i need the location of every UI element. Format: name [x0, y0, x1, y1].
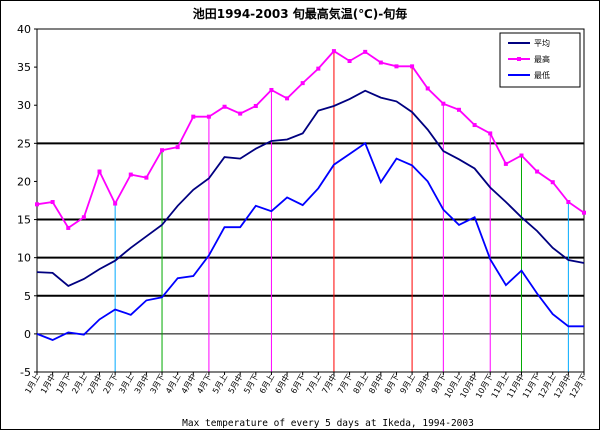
y-tick-5: 5 [24, 290, 31, 303]
series-line-3 [36, 141, 584, 341]
series-point-2-32 [519, 153, 524, 158]
series-point-2-5 [97, 169, 102, 174]
series-point-2-21 [347, 59, 352, 64]
grid-layer [37, 142, 584, 335]
series-point-2-12 [206, 114, 211, 119]
series-point-2-15 [253, 103, 258, 108]
series-point-2-30 [488, 131, 493, 136]
series-point-2-14 [238, 111, 243, 116]
series-point-2-29 [472, 123, 477, 128]
series-point-2-1 [35, 202, 39, 207]
series-point-2-35 [566, 200, 571, 205]
series-point-2-22 [363, 49, 368, 54]
y-tick-10: 10 [17, 252, 31, 265]
series-line-2 [36, 49, 585, 230]
series-point-2-9 [160, 148, 165, 153]
y-tick-40: 40 [17, 23, 31, 36]
series-point-2-26 [425, 86, 430, 91]
chart-title: 池田1994-2003 旬最高気温(℃)-旬毎 [193, 6, 407, 21]
series-point-2-7 [128, 172, 133, 177]
series-point-2-18 [300, 81, 305, 86]
series-line-1 [36, 89, 585, 287]
x-axis-ticks: 1月上1月中1月下2月上2月中2月下3月上3月中3月下4月上4月中4月下5月上5… [23, 372, 589, 400]
series-point-2-13 [222, 104, 227, 109]
y-tick-0: 0 [24, 328, 31, 341]
series-layer [35, 49, 586, 341]
plot-border [36, 28, 585, 373]
series-point-2-23 [378, 60, 383, 65]
series-point-2-24 [394, 64, 399, 69]
y-tick-25: 25 [17, 137, 31, 150]
series-point-2-20 [331, 49, 336, 54]
y-tick-30: 30 [17, 99, 31, 112]
y-tick-20: 20 [17, 175, 31, 188]
series-point-2-27 [441, 101, 446, 106]
series-point-2-4 [81, 215, 86, 220]
series-point-2-36 [582, 210, 586, 215]
series-point-2-28 [456, 107, 461, 112]
legend-label-2: 最高 [534, 54, 550, 64]
chart-caption: Max temperature of every 5 days at Ikeda… [182, 418, 474, 429]
series-point-2-3 [66, 225, 71, 230]
series-point-2-16 [269, 87, 274, 92]
series-point-2-19 [316, 66, 321, 71]
series-point-2-11 [191, 114, 196, 119]
legend-label-1: 平均 [534, 38, 550, 48]
legend-label-3: 最低 [534, 70, 550, 80]
y-tick--5: -5 [20, 366, 31, 379]
series-point-2-17 [285, 96, 290, 101]
y-tick-35: 35 [17, 61, 31, 74]
series-point-2-10 [175, 145, 180, 150]
series-point-2-34 [550, 180, 555, 185]
series-point-2-6 [113, 201, 118, 206]
y-tick-15: 15 [17, 214, 31, 227]
series-point-2-33 [535, 169, 540, 174]
series-point-2-25 [410, 64, 415, 69]
series-point-2-8 [144, 175, 149, 180]
marker-layer [114, 51, 569, 372]
y-axis-ticks: -5 0 5 10 15 20 25 30 35 40 [17, 23, 37, 379]
legend-swatch-point-2 [517, 57, 521, 61]
series-point-2-2 [50, 200, 55, 205]
series-point-2-31 [503, 161, 508, 166]
